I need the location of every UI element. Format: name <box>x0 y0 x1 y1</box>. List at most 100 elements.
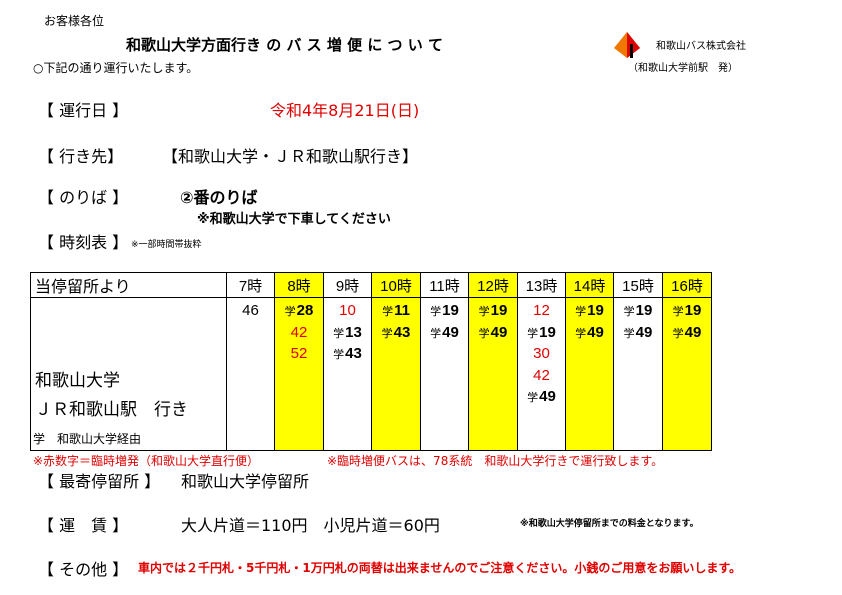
departure-minute: 49 <box>635 323 653 341</box>
hour-times-cell: 学19 学49 <box>468 297 518 451</box>
departure-minute: 11 <box>394 302 410 319</box>
departure-time: 12 <box>533 300 550 322</box>
departure-time: 学49 <box>673 322 702 344</box>
university-route-mark: 学 <box>575 306 587 318</box>
fare-note: ※和歌山大学停留所までの料金となります。 <box>520 519 699 529</box>
departure-minute: 30 <box>533 345 550 362</box>
departure-time: 学19 <box>479 300 508 322</box>
legend-mark-text: 学 和歌山大学経由 <box>33 432 142 446</box>
departure-time: 46 <box>242 300 259 322</box>
customer-greeting: お客様各位 <box>44 14 105 28</box>
departure-time: 10 <box>339 300 356 322</box>
departure-time: 学19 <box>624 300 653 322</box>
hour-times-cell: 学19 学49 <box>662 297 712 451</box>
university-route-mark: 学 <box>284 306 296 318</box>
university-route-mark: 学 <box>430 306 442 318</box>
platform-label: 【 のりば 】 <box>38 188 129 207</box>
departure-time: 学19 <box>575 300 604 322</box>
departure-time: 学11 <box>382 300 410 322</box>
university-route-mark: 学 <box>623 327 635 340</box>
nearest-stop-label: 【 最寄停留所 】 <box>38 472 161 491</box>
fare-label: 【 運 賃 】 <box>38 516 129 535</box>
hour-times-cell: 学11 学43 <box>371 297 421 451</box>
hour-times-cell: 学19 学49 <box>613 297 663 451</box>
hour-header: 12時 <box>468 272 518 298</box>
nearest-stop-value: 和歌山大学停留所 <box>181 472 310 491</box>
company-name: 和歌山バス株式会社 <box>656 41 746 52</box>
university-route-mark: 学 <box>575 327 587 340</box>
university-route-mark: 学 <box>527 327 539 340</box>
departure-time: 学43 <box>333 343 362 365</box>
departure-time: 52 <box>291 343 308 365</box>
departure-station: （和歌山大学前駅 発） <box>628 63 738 74</box>
fare-value: 大人片道＝110円 小児片道＝60円 <box>181 516 440 535</box>
departure-time: 42 <box>291 322 308 344</box>
destination-line-1: 和歌山大学 <box>35 371 120 390</box>
hour-times-cell: 10 学13 学43 <box>323 297 372 451</box>
platform-value: ②番のりば <box>180 188 258 207</box>
legend-red-text: ※赤数字＝臨時増発（和歌山大学直行便） <box>33 454 260 468</box>
legend-route-text: ※臨時増便バスは、78系統 和歌山大学行きで運行致します。 <box>327 454 664 468</box>
departure-time: 30 <box>533 343 550 365</box>
departure-minute: 49 <box>539 388 556 405</box>
destination-value: 【和歌山大学・ＪＲ和歌山駅行き】 <box>162 147 419 166</box>
hour-header: 13時 <box>517 272 566 298</box>
departure-minute: 49 <box>442 323 459 341</box>
university-route-mark: 学 <box>527 392 539 404</box>
departure-minute: 46 <box>242 302 259 319</box>
hour-header: 8時 <box>274 272 324 298</box>
university-route-mark: 学 <box>333 349 345 361</box>
other-label: 【 その他 】 <box>38 560 129 579</box>
departure-time: 学49 <box>527 386 556 408</box>
departure-minute: 19 <box>635 302 653 319</box>
departure-minute: 19 <box>539 323 556 341</box>
hour-header: 10時 <box>371 272 421 298</box>
departure-time: 学49 <box>430 322 459 344</box>
departure-minute: 19 <box>587 302 604 319</box>
notice-text: ○下記の通り運行いたします。 <box>33 61 199 75</box>
departure-time: 学13 <box>333 322 362 344</box>
departure-minute: 13 <box>345 323 362 341</box>
university-route-mark: 学 <box>672 327 684 340</box>
departure-time: 学49 <box>575 322 604 344</box>
service-day-label: 【 運行日 】 <box>38 101 129 120</box>
departure-minute: 19 <box>442 302 459 319</box>
departure-minute: 28 <box>296 302 314 319</box>
departure-time: 学19 <box>430 300 459 322</box>
hour-header: 15時 <box>613 272 663 298</box>
university-route-mark: 学 <box>623 306 635 318</box>
departure-time: 学49 <box>479 322 508 344</box>
university-route-mark: 学 <box>333 327 345 340</box>
departure-minute: 19 <box>684 302 702 319</box>
university-route-mark: 学 <box>430 327 442 340</box>
departure-minute: 42 <box>533 366 550 384</box>
company-logo-icon <box>614 32 640 58</box>
timetable: 当停留所より 7時 8時 9時 10時 11時 12時 13時 14時 15時 16時 和歌山大学… <box>30 272 712 451</box>
departure-minute: 49 <box>490 323 508 341</box>
university-route-mark: 学 <box>478 306 490 318</box>
hour-header: 14時 <box>565 272 614 298</box>
hour-times-cell: 学19 学49 <box>565 297 614 451</box>
hour-header: 16時 <box>662 272 712 298</box>
departure-minute: 49 <box>684 323 702 341</box>
departure-minute: 49 <box>587 323 604 341</box>
university-route-mark: 学 <box>478 327 490 340</box>
departure-minute: 10 <box>339 302 356 319</box>
departure-minute: 42 <box>290 323 308 341</box>
departure-minute: 52 <box>290 345 308 362</box>
hour-header: 7時 <box>226 272 275 298</box>
university-route-mark: 学 <box>672 306 684 318</box>
departure-time: 学43 <box>382 322 411 344</box>
service-day-value: 令和4年8月21日(日) <box>270 101 420 120</box>
departure-minute: 12 <box>533 302 550 319</box>
departure-time: 学28 <box>285 300 314 322</box>
hour-times-cell: 46 <box>226 297 275 451</box>
timetable-label: 【 時刻表 】 <box>38 233 129 252</box>
departure-minute: 19 <box>490 302 508 319</box>
departure-time: 学19 <box>673 300 702 322</box>
departure-time: 学19 <box>527 322 556 344</box>
timetable-note: ※一部時間帯抜粋 <box>131 240 202 250</box>
hour-times-cell: 学28 42 52 <box>274 297 324 451</box>
other-value: 車内では２千円札・5千円札・1万円札の両替は出来ませんのでご注意ください。小銭の… <box>138 561 742 575</box>
hour-header: 9時 <box>323 272 372 298</box>
